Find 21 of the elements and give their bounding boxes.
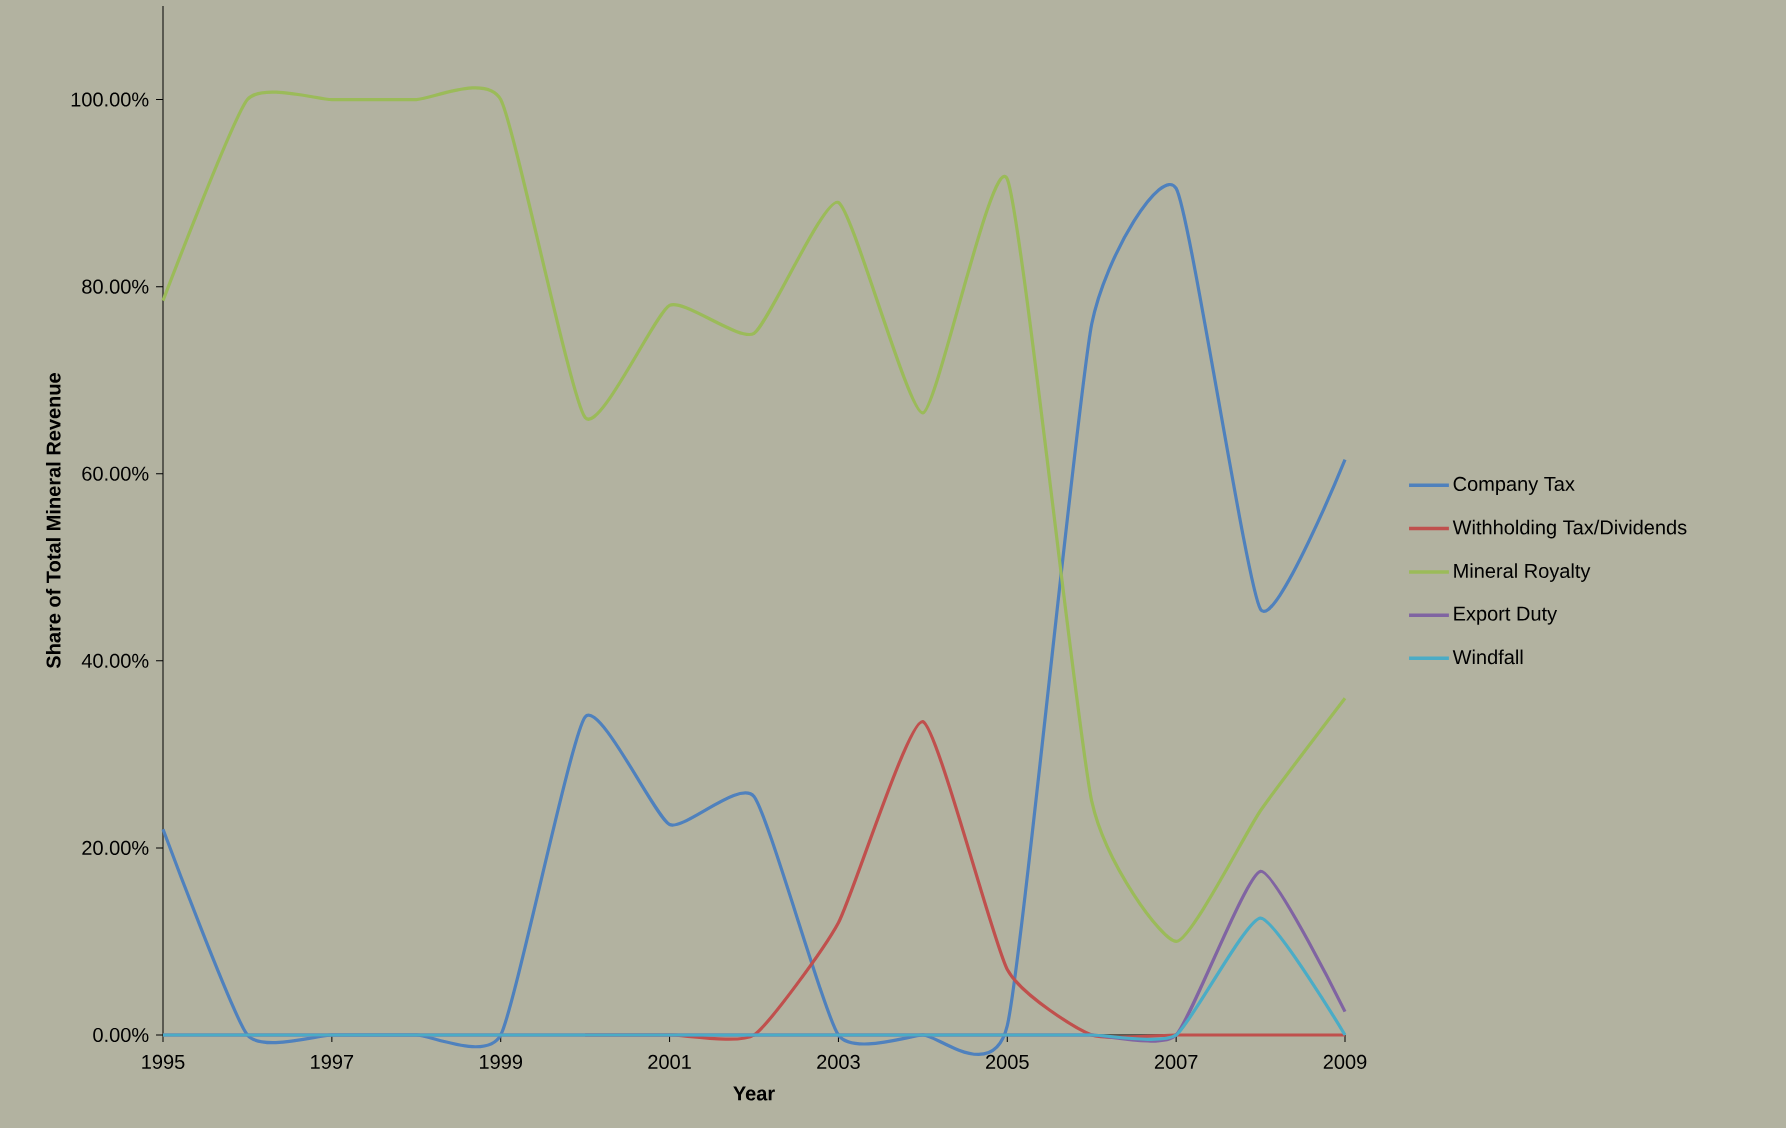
y-tick-label: 60.00% [82, 466, 149, 481]
legend-label: Mineral Royalty [1454, 563, 1591, 582]
y-tick-label: 20.00% [82, 840, 149, 855]
legend-label: Withholding Tax/Dividends [1452, 519, 1687, 539]
x-tick-label: 2009 [1323, 1054, 1367, 1070]
x-tick-label: 1997 [311, 1054, 354, 1070]
y-tick-label: 80.00% [82, 279, 149, 294]
legend-label: Export Duty [1454, 606, 1558, 625]
x-tick-label: 2001 [648, 1054, 691, 1070]
x-tick-label: 2003 [817, 1054, 860, 1070]
x-tick-label: 2005 [986, 1054, 1029, 1070]
legend-label: Windfall [1452, 649, 1523, 665]
y-tick-label: 40.00% [81, 653, 149, 668]
y-tick-label: 0.00% [93, 1027, 149, 1043]
legend-label: Company Tax [1453, 476, 1575, 495]
y-axis-title: Share of Total Mineral Revenue [45, 373, 61, 669]
x-tick-label: 1995 [142, 1054, 185, 1070]
x-axis-title: Year [733, 1086, 775, 1101]
x-tick-label: 1999 [479, 1054, 523, 1070]
y-tick-label: 100.00% [71, 92, 149, 107]
x-tick-label: 2007 [1154, 1054, 1198, 1070]
